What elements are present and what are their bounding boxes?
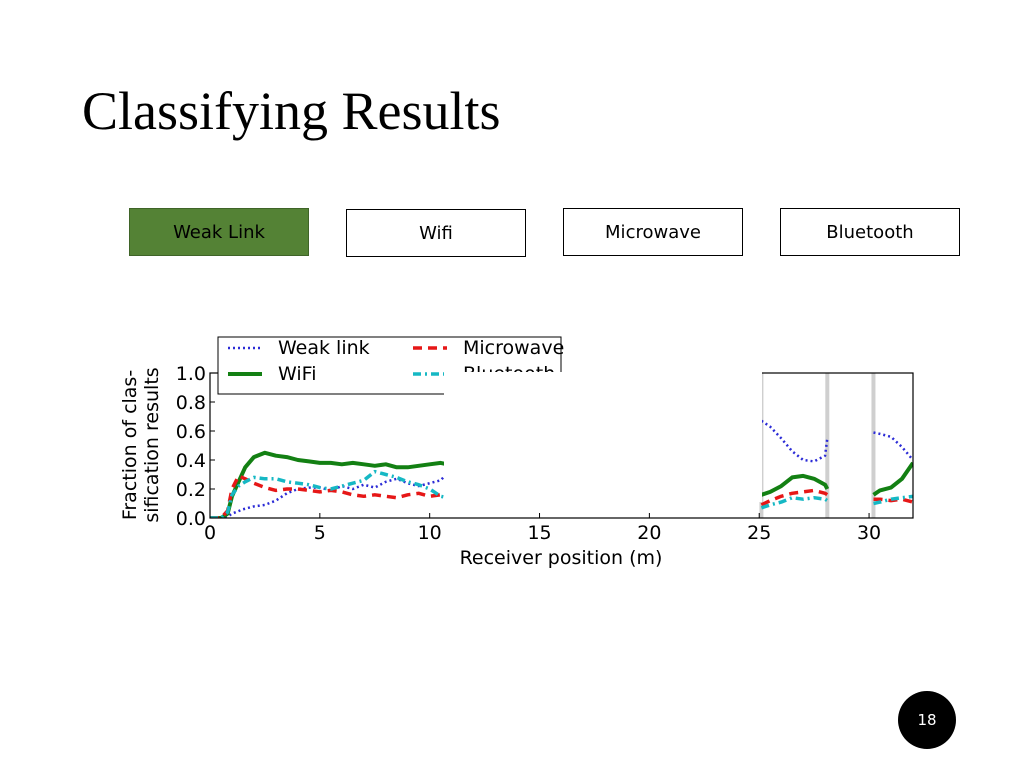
series-line-weak-link [760,419,829,463]
tab-weak-link[interactable]: Weak Link [129,208,309,256]
series-line-bluetooth [760,495,829,510]
series-line-microwave [210,474,449,518]
x-tick-label: 30 [857,522,881,544]
y-axis-label-line2: sification results [141,367,163,522]
series-line-wifi [210,450,448,518]
chart-occlusion-patch [444,372,762,502]
slide-title: Classifying Results [82,81,501,141]
series-line-wifi [872,461,913,497]
x-tick-label: 0 [204,522,216,544]
x-tick-label: 25 [747,522,771,544]
x-tick-label: 5 [314,522,326,544]
legend-label: WiFi [278,363,316,385]
y-tick-label: 1.0 [176,363,206,385]
y-tick-label: 0.8 [176,392,206,414]
y-tick-label: 0.4 [176,450,206,472]
y-tick-label: 0.0 [176,508,206,530]
y-axis-label-line1: Fraction of clas- [119,370,141,520]
series-line-microwave [760,488,829,507]
series-line-bluetooth [210,469,448,518]
page-number-badge: 18 [898,691,956,749]
tab-bluetooth[interactable]: Bluetooth [780,208,960,256]
y-tick-label: 0.6 [176,421,206,443]
legend-label: Microwave [463,337,564,359]
series-line-bluetooth [873,494,913,506]
series-line-wifi [760,473,830,497]
x-tick-label: 10 [418,522,442,544]
legend-label: Weak link [278,337,370,359]
classification-chart: 0 5 10 15 20 25 30 0.0 0.2 0.4 0.6 0.8 1.0 Receiver … [119,336,914,569]
series-line-microwave [873,497,913,504]
tab-wifi[interactable]: Wifi [346,209,526,257]
y-axis-label: Fraction of clas- sification results [119,367,163,522]
x-axis-label: Receiver position (m) [460,547,663,569]
x-tick-label: 15 [527,522,551,544]
series-line-weak-link [873,431,913,461]
y-tick-label: 0.2 [176,479,206,501]
tab-microwave[interactable]: Microwave [563,208,743,256]
x-tick-label: 20 [637,522,661,544]
